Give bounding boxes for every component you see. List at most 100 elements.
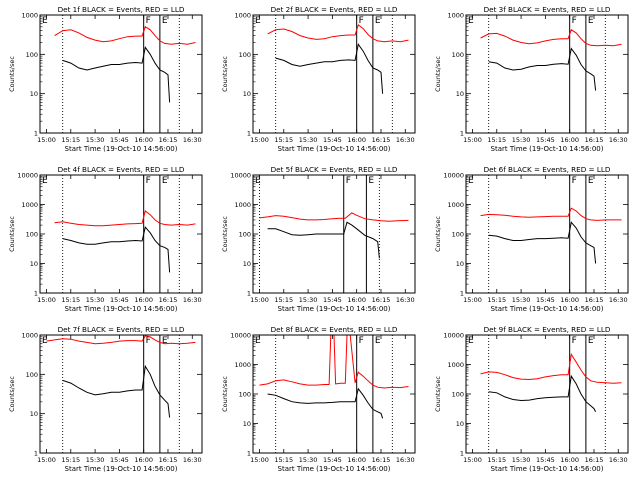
y-tick-label: 10000 xyxy=(230,172,251,180)
y-axis-label: Counts/sec xyxy=(8,56,16,92)
x-tick-label: 16:00 xyxy=(560,456,579,464)
x-axis-label: Start Time (19-Oct-10 14:56:00) xyxy=(491,305,604,313)
panel-det-2: Det 2f BLACK = Events, RED = LLD F E E 15:00… xyxy=(221,5,416,153)
y-tick-label: 10000 xyxy=(17,172,38,180)
x-tick-label: 15:30 xyxy=(512,136,531,144)
y-tick-label: 1000 xyxy=(21,332,38,340)
y-tick-label: 1 xyxy=(247,290,251,298)
x-tick-label: 16:30 xyxy=(183,296,202,304)
x-tick-label: 16:15 xyxy=(585,456,604,464)
x-tick-label: 15:00 xyxy=(37,296,56,304)
x-tick-label: 15:15 xyxy=(487,296,506,304)
x-tick-label: 15:00 xyxy=(463,136,482,144)
x-tick-label: 16:00 xyxy=(134,456,153,464)
x-tick-label: 16:30 xyxy=(183,136,202,144)
y-axis-label: Counts/sec xyxy=(434,216,442,252)
plot-frame xyxy=(39,14,203,134)
y-tick-label: 100 xyxy=(452,51,464,59)
x-tick-label: 15:45 xyxy=(323,136,342,144)
x-tick-label: 15:00 xyxy=(463,456,482,464)
y-tick-label: 100 xyxy=(26,231,38,239)
panel-det-7: Det 7f BLACK = Events, RED = LLD F E E 15:00… xyxy=(8,325,203,473)
x-tick-label: 16:15 xyxy=(372,136,391,144)
series-lld-line xyxy=(54,210,196,227)
x-axis-label: Start Time (19-Oct-10 14:56:00) xyxy=(65,305,178,313)
x-tick-label: 15:15 xyxy=(61,296,80,304)
x-tick-label: 16:15 xyxy=(585,136,604,144)
panel-title: Det 4f BLACK = Events, RED = LLD xyxy=(58,165,185,174)
x-tick-label: 16:00 xyxy=(347,456,366,464)
y-axis-label: Counts/sec xyxy=(8,376,16,412)
x-tick-label: 15:45 xyxy=(536,296,555,304)
plot-frame xyxy=(252,14,416,134)
x-axis-label: Start Time (19-Oct-10 14:56:00) xyxy=(491,465,604,473)
x-tick-label: 15:00 xyxy=(250,296,269,304)
y-tick-label: 1 xyxy=(34,450,38,458)
marker-label-e: E xyxy=(162,16,168,26)
panel-det-1: Det 1f BLACK = Events, RED = LLD F E E 15:00… xyxy=(8,5,203,153)
marker-label-f: F xyxy=(572,176,577,186)
series-lld-line xyxy=(46,335,196,345)
panel-title: Det 3f BLACK = Events, RED = LLD xyxy=(484,5,611,14)
marker-label-e-left: E xyxy=(42,16,48,26)
x-tick-label: 15:30 xyxy=(512,296,531,304)
panel-title: Det 8f BLACK = Events, RED = LLD xyxy=(271,325,398,334)
y-tick-label: 10000 xyxy=(230,332,251,340)
x-tick-label: 16:00 xyxy=(347,136,366,144)
x-tick-label: 15:45 xyxy=(536,136,555,144)
series-events-line xyxy=(267,387,384,419)
marker-label-e-left: E xyxy=(468,176,474,186)
y-tick-label: 100 xyxy=(26,51,38,59)
y-tick-label: 10 xyxy=(456,260,464,268)
marker-label-f: F xyxy=(146,176,151,186)
x-tick-label: 16:15 xyxy=(159,136,178,144)
marker-label-e-left: E xyxy=(42,336,48,346)
x-axis-label: Start Time (19-Oct-10 14:56:00) xyxy=(278,145,391,153)
marker-label-e-left: E xyxy=(42,176,48,186)
x-tick-label: 15:30 xyxy=(86,296,105,304)
x-tick-label: 16:15 xyxy=(159,296,178,304)
series-lld-line xyxy=(54,26,196,45)
x-tick-label: 16:00 xyxy=(560,296,579,304)
panel-title: Det 9f BLACK = Events, RED = LLD xyxy=(484,325,611,334)
marker-label-f: F xyxy=(346,176,351,186)
x-tick-label: 15:45 xyxy=(110,456,129,464)
y-tick-label: 1 xyxy=(34,130,38,138)
y-axis-label: Counts/sec xyxy=(221,216,229,252)
x-axis-label: Start Time (19-Oct-10 14:56:00) xyxy=(65,145,178,153)
y-tick-label: 10 xyxy=(30,90,38,98)
marker-label-f: F xyxy=(572,336,577,346)
y-tick-label: 1 xyxy=(247,130,251,138)
x-axis-label: Start Time (19-Oct-10 14:56:00) xyxy=(491,145,604,153)
x-tick-label: 16:30 xyxy=(396,136,415,144)
marker-label-e: E xyxy=(162,336,168,346)
y-tick-label: 10000 xyxy=(443,172,464,180)
x-tick-label: 15:15 xyxy=(274,136,293,144)
marker-label-f: F xyxy=(359,336,364,346)
marker-label-e: E xyxy=(588,16,594,26)
x-axis-label: Start Time (19-Oct-10 14:56:00) xyxy=(65,465,178,473)
y-tick-label: 1 xyxy=(460,130,464,138)
x-tick-label: 15:15 xyxy=(487,136,506,144)
y-tick-label: 10 xyxy=(456,420,464,428)
plot-frame xyxy=(465,174,629,294)
series-events-line xyxy=(267,221,380,259)
marker-label-e: E xyxy=(375,336,381,346)
marker-label-f: F xyxy=(146,16,151,26)
y-tick-label: 1000 xyxy=(234,12,251,20)
y-tick-label: 1000 xyxy=(447,361,464,369)
marker-label-e: E xyxy=(368,176,374,186)
x-tick-label: 15:45 xyxy=(110,136,129,144)
y-tick-label: 100 xyxy=(26,371,38,379)
plot-frame xyxy=(39,174,203,294)
x-tick-label: 16:30 xyxy=(609,136,628,144)
marker-label-e-left: E xyxy=(255,336,261,346)
marker-label-e-left: E xyxy=(255,16,261,26)
series-lld-line xyxy=(259,335,409,389)
x-tick-label: 15:30 xyxy=(512,456,531,464)
x-tick-label: 16:30 xyxy=(183,456,202,464)
x-tick-label: 15:15 xyxy=(274,456,293,464)
y-tick-label: 1000 xyxy=(234,201,251,209)
marker-label-e-left: E xyxy=(468,16,474,26)
